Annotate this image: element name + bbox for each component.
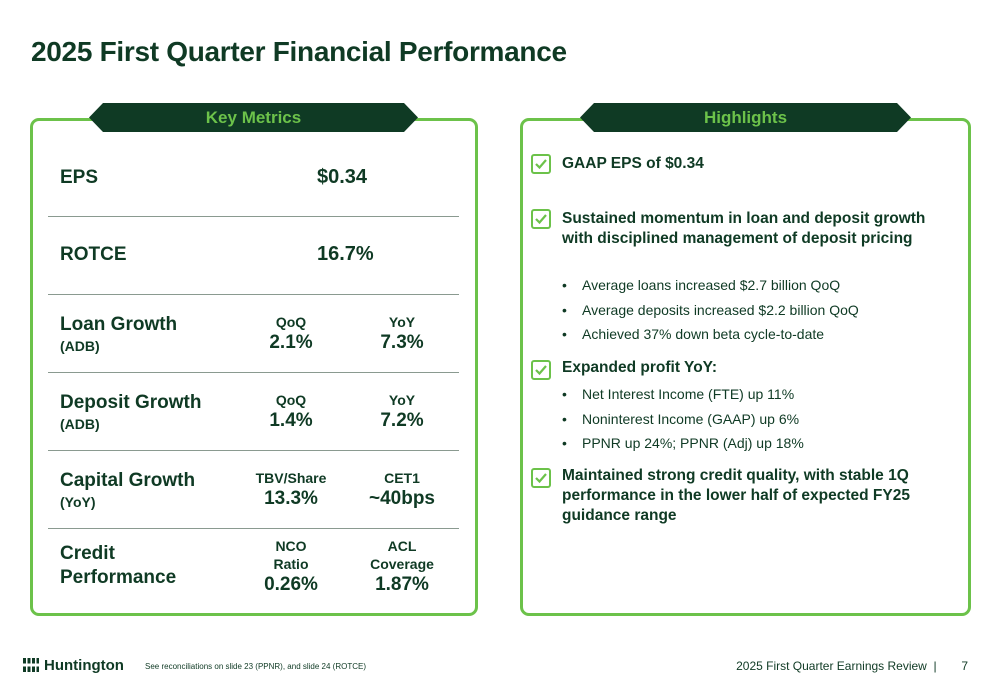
checkbox-icon	[531, 468, 551, 488]
highlight-text: Sustained momentum in loan and deposit g…	[562, 210, 926, 247]
credit-label-line1: Credit	[60, 543, 115, 564]
rotce-value: 16.7%	[317, 243, 374, 265]
highlight-bullet: • Noninterest Income (GAAP) up 6%	[562, 410, 799, 428]
highlight-bullet: • PPNR up 24%; PPNR (Adj) up 18%	[562, 434, 804, 452]
credit-label-line2: Performance	[60, 567, 177, 588]
bullet-icon: •	[562, 302, 567, 318]
eps-value: $0.34	[317, 166, 368, 188]
capital-growth-cet1: CET1 ~40bps	[342, 469, 462, 511]
logo-text: Huntington	[44, 656, 124, 674]
col-value: 7.2%	[380, 410, 424, 431]
capital-growth-sub: (YoY)	[60, 494, 96, 510]
deposit-growth-row: Deposit Growth (ADB) QoQ 1.4% YoY 7.2%	[48, 373, 459, 450]
col-header-line1: ACL	[387, 538, 417, 554]
highlights-tab: Highlights	[580, 103, 911, 132]
highlight-text: Expanded profit YoY:	[562, 359, 718, 376]
highlight-bullet: • Net Interest Income (FTE) up 11%	[562, 385, 794, 403]
col-header: CET1	[384, 470, 420, 486]
col-value: 13.3%	[264, 488, 318, 509]
footer-right: 2025 First Quarter Earnings Review | 7	[736, 659, 968, 673]
bullet-icon: •	[562, 411, 567, 427]
col-header: YoY	[388, 392, 416, 408]
col-header-line2: Coverage	[370, 556, 434, 572]
deposit-growth-label: Deposit Growth	[60, 392, 202, 413]
col-value: 2.1%	[269, 332, 313, 353]
highlight-text: GAAP EPS of $0.34	[562, 155, 704, 172]
deposit-growth-yoy: YoY 7.2%	[342, 391, 462, 433]
highlight-bullet: • Achieved 37% down beta cycle-to-date	[562, 325, 824, 343]
col-header-line2: Ratio	[273, 556, 309, 572]
col-value: 7.3%	[380, 332, 424, 353]
loan-growth-label: Loan Growth	[60, 314, 178, 335]
loan-growth-sub: (ADB)	[60, 338, 100, 354]
col-value: ~40bps	[368, 488, 435, 509]
bullet-text: Achieved 37% down beta cycle-to-date	[582, 326, 825, 342]
loan-growth-qoq: QoQ 2.1%	[231, 313, 351, 355]
credit-acl-coverage: ACL Coverage 1.87%	[342, 537, 462, 597]
deposit-growth-qoq: QoQ 1.4%	[231, 391, 351, 433]
col-header-line1: NCO	[275, 538, 307, 554]
footer-title: 2025 First Quarter Earnings Review |	[736, 659, 937, 673]
loan-growth-yoy: YoY 7.3%	[342, 313, 462, 355]
bullet-text: Average loans increased $2.7 billion QoQ	[582, 277, 841, 293]
capital-growth-tbv: TBV/Share 13.3%	[231, 469, 351, 511]
col-header: QoQ	[275, 392, 307, 408]
bullet-text: Average deposits increased $2.2 billion …	[582, 302, 859, 318]
col-header: YoY	[388, 314, 416, 330]
highlight-bullet: • Average deposits increased $2.2 billion…	[562, 301, 859, 319]
credit-nco-ratio: NCO Ratio 0.26%	[231, 537, 351, 597]
metrics-divider	[48, 450, 459, 451]
huntington-logo-icon	[23, 658, 39, 672]
rotce-label: ROTCE	[60, 244, 127, 265]
checkbox-icon	[531, 209, 551, 229]
col-value: 1.4%	[269, 410, 313, 431]
highlight-text: Maintained strong credit quality, with s…	[562, 467, 910, 524]
metrics-divider	[48, 372, 459, 373]
col-value: 0.26%	[264, 574, 318, 595]
col-header: TBV/Share	[255, 470, 327, 486]
loan-growth-row: Loan Growth (ADB) QoQ 2.1% YoY 7.3%	[48, 295, 459, 372]
page-number: 7	[961, 659, 968, 673]
bullet-icon: •	[562, 277, 567, 293]
metrics-divider	[48, 294, 459, 295]
capital-growth-row: Capital Growth (YoY) TBV/Share 13.3% CET…	[48, 451, 459, 528]
key-metrics-tab: Key Metrics	[89, 103, 418, 132]
metrics-divider	[48, 528, 459, 529]
checkbox-icon	[531, 154, 551, 174]
page-title: 2025 First Quarter Financial Performance	[31, 36, 567, 67]
eps-row: EPS $0.34	[48, 140, 459, 216]
rotce-row: ROTCE 16.7%	[48, 217, 459, 294]
bullet-icon: •	[562, 435, 567, 451]
eps-label: EPS	[60, 167, 99, 188]
col-value: 1.87%	[375, 574, 429, 595]
credit-performance-row: Credit Performance NCO Ratio 0.26% ACL C…	[48, 529, 459, 609]
deposit-growth-sub: (ADB)	[60, 416, 100, 432]
metrics-divider	[48, 216, 459, 217]
bullet-text: Noninterest Income (GAAP) up 6%	[582, 411, 800, 427]
bullet-icon: •	[562, 326, 567, 342]
capital-growth-label: Capital Growth	[60, 470, 196, 491]
bullet-text: Net Interest Income (FTE) up 11%	[582, 386, 795, 402]
huntington-logo: Huntington	[22, 656, 124, 674]
checkbox-icon	[531, 360, 551, 380]
col-header: QoQ	[275, 314, 307, 330]
credit-performance-label: Credit Performance	[60, 542, 176, 590]
bullet-text: PPNR up 24%; PPNR (Adj) up 18%	[582, 435, 804, 451]
highlight-bullet: • Average loans increased $2.7 billion Qo…	[562, 276, 840, 294]
footnote: See reconciliations on slide 23 (PPNR), …	[145, 662, 366, 671]
bullet-icon: •	[562, 386, 567, 402]
